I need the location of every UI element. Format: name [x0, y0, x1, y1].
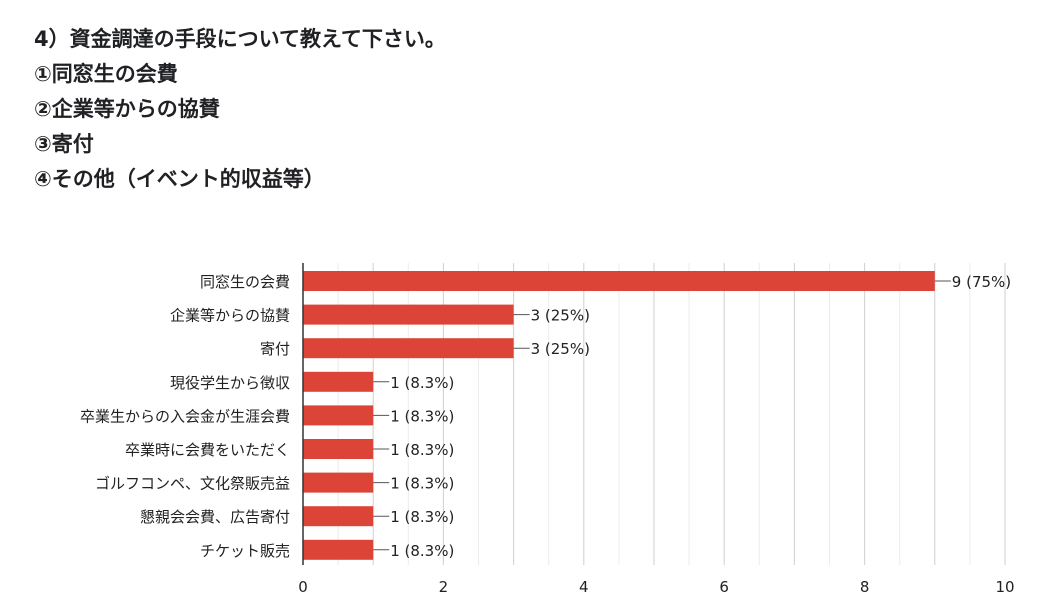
category-label: 寄付	[260, 340, 290, 358]
question-title: 4）資金調達の手段について教えて下さい。	[34, 27, 446, 51]
bar	[303, 539, 374, 560]
bar	[303, 405, 374, 426]
option-4: ④その他（イベント的収益等）	[34, 167, 325, 191]
data-label: 1 (8.3%)	[390, 374, 454, 392]
option-2: ②企業等からの協賛	[34, 97, 220, 121]
bar	[303, 506, 374, 527]
category-label: 現役学生から徴収	[170, 374, 290, 392]
bar	[303, 338, 514, 359]
bar	[303, 371, 374, 392]
category-label: 同窓生の会費	[200, 273, 290, 291]
data-label: 3 (25%)	[531, 340, 590, 358]
category-label: チケット販売	[200, 542, 290, 560]
data-label: 1 (8.3%)	[390, 475, 454, 493]
category-label: ゴルフコンペ、文化祭販売益	[95, 475, 290, 493]
data-label: 1 (8.3%)	[390, 542, 454, 560]
data-label: 3 (25%)	[531, 307, 590, 325]
question-text: 4）資金調達の手段について教えて下さい。 ①同窓生の会費 ②企業等からの協賛 ③…	[34, 22, 446, 197]
x-tick-label: 8	[860, 578, 870, 596]
x-tick-label: 6	[719, 578, 729, 596]
category-label: 懇親会会費、広告寄付	[140, 508, 290, 526]
x-tick-label: 10	[995, 578, 1014, 596]
x-tick-label: 2	[439, 578, 449, 596]
category-label: 卒業時に会費をいただく	[125, 441, 290, 459]
x-tick-label: 0	[298, 578, 308, 596]
option-3: ③寄付	[34, 132, 94, 156]
category-label: 卒業生からの入会金が生涯会費	[80, 407, 290, 425]
option-1: ①同窓生の会費	[34, 62, 178, 86]
data-label: 1 (8.3%)	[390, 508, 454, 526]
bar	[303, 304, 514, 325]
data-label: 1 (8.3%)	[390, 441, 454, 459]
bar	[303, 472, 374, 493]
bar	[303, 271, 935, 291]
x-tick-label: 4	[579, 578, 589, 596]
bar	[303, 439, 374, 459]
data-label: 1 (8.3%)	[390, 407, 454, 425]
data-label: 9 (75%)	[952, 273, 1011, 291]
category-label: 企業等からの協賛	[170, 307, 290, 325]
